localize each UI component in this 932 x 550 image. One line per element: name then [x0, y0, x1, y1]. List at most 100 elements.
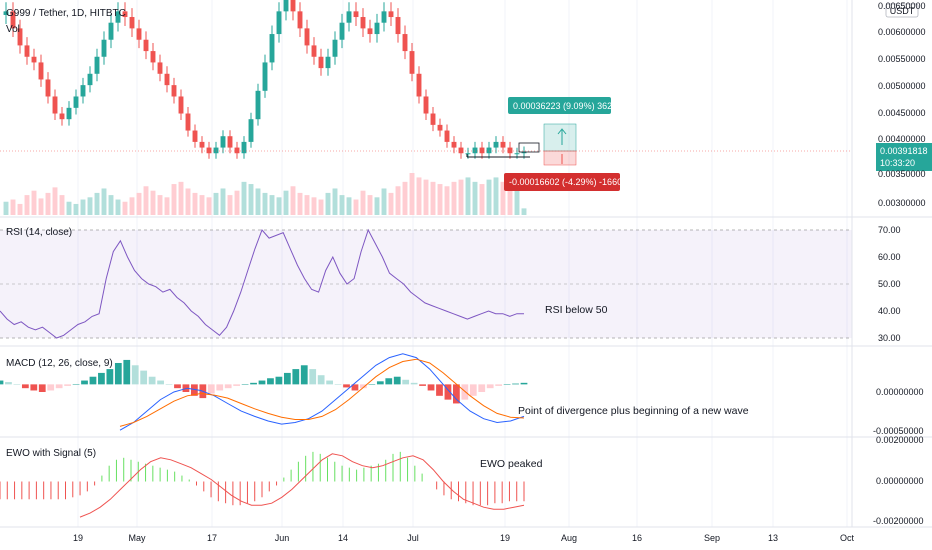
- candle[interactable]: [248, 112, 254, 148]
- candle[interactable]: [409, 42, 415, 82]
- candle[interactable]: [430, 106, 436, 132]
- candle[interactable]: [59, 106, 65, 126]
- candle[interactable]: [395, 8, 401, 43]
- macd-histogram-bar: [478, 384, 486, 392]
- candle[interactable]: [192, 124, 198, 148]
- candle[interactable]: [80, 77, 86, 104]
- candle-body: [227, 136, 233, 148]
- rsi-axis[interactable]: 70.00 60.00 50.00 40.00 30.00: [878, 225, 901, 343]
- volume-bar: [136, 192, 142, 215]
- candle[interactable]: [10, 2, 16, 38]
- candle[interactable]: [353, 2, 359, 26]
- candle[interactable]: [472, 141, 478, 159]
- candle[interactable]: [157, 54, 163, 82]
- candle[interactable]: [241, 136, 247, 159]
- ewo-axis[interactable]: 0.00200000 0.00000000 -0.00200000: [873, 435, 924, 526]
- candle[interactable]: [136, 19, 142, 49]
- candle[interactable]: [276, 2, 282, 43]
- candle[interactable]: [185, 106, 191, 137]
- candle[interactable]: [150, 42, 156, 71]
- macd-title[interactable]: MACD (12, 26, close, 9): [6, 358, 113, 369]
- candle[interactable]: [367, 19, 373, 43]
- candle[interactable]: [129, 8, 135, 38]
- candle[interactable]: [115, 2, 121, 32]
- candle[interactable]: [500, 136, 506, 154]
- candle[interactable]: [290, 0, 296, 21]
- candle[interactable]: [381, 2, 387, 32]
- candle-body: [395, 17, 401, 35]
- candle-body: [45, 79, 51, 97]
- rsi-title[interactable]: RSI (14, close): [6, 227, 72, 238]
- candle[interactable]: [486, 141, 492, 159]
- candle[interactable]: [24, 37, 30, 65]
- candle[interactable]: [423, 89, 429, 121]
- candle[interactable]: [402, 25, 408, 60]
- price-tick: 0.00450000: [878, 108, 926, 118]
- candle-layer[interactable]: [3, 0, 527, 159]
- candle[interactable]: [101, 31, 107, 65]
- candle[interactable]: [269, 25, 275, 71]
- candle[interactable]: [199, 136, 205, 154]
- candle[interactable]: [164, 66, 170, 93]
- ewo-title[interactable]: EWO with Signal (5): [6, 448, 96, 459]
- target-zone[interactable]: [543, 123, 577, 152]
- candle[interactable]: [346, 2, 352, 32]
- candle[interactable]: [171, 77, 177, 104]
- volume-bar: [164, 197, 170, 215]
- candle[interactable]: [94, 48, 100, 82]
- candle[interactable]: [283, 0, 289, 21]
- candle[interactable]: [38, 54, 44, 87]
- candle[interactable]: [66, 101, 72, 126]
- candle[interactable]: [374, 13, 380, 43]
- candle[interactable]: [108, 13, 114, 49]
- candle[interactable]: [451, 136, 457, 154]
- long-position-tool[interactable]: 0.00036223 (9.09%) 36223 -0.00016602 (-4…: [466, 97, 627, 191]
- price-axis[interactable]: 0.00650000 0.00600000 0.00550000 0.00500…: [878, 1, 926, 208]
- candle[interactable]: [73, 89, 79, 115]
- candle[interactable]: [416, 66, 422, 104]
- candle[interactable]: [52, 89, 58, 121]
- candle[interactable]: [304, 19, 310, 54]
- volume-bar: [52, 187, 58, 215]
- currency-badge[interactable]: [885, 3, 919, 18]
- candle[interactable]: [262, 54, 268, 98]
- macd-axis[interactable]: 0.00000000 -0.00050000: [873, 387, 924, 436]
- candle[interactable]: [458, 141, 464, 159]
- entry-box[interactable]: [518, 142, 540, 153]
- candle[interactable]: [45, 72, 51, 104]
- candle[interactable]: [339, 13, 345, 49]
- time-axis[interactable]: 19 May 17 Jun 14 Jul 19 Aug 16 Sep 13 Oc…: [73, 533, 855, 543]
- volume-bar: [283, 190, 289, 215]
- macd-histogram-bar: [140, 370, 148, 385]
- candle[interactable]: [143, 31, 149, 60]
- ewo-tick: 0.00000000: [876, 476, 924, 486]
- candle[interactable]: [220, 130, 226, 154]
- candle[interactable]: [332, 31, 338, 65]
- candle[interactable]: [3, 2, 9, 24]
- candle[interactable]: [325, 48, 331, 76]
- candle[interactable]: [437, 118, 443, 137]
- candle[interactable]: [206, 141, 212, 159]
- candle[interactable]: [444, 124, 450, 148]
- candle[interactable]: [227, 130, 233, 154]
- candle[interactable]: [388, 2, 394, 26]
- symbol-title[interactable]: G999 / Tether, 1D, HITBTC: [6, 8, 126, 19]
- candle[interactable]: [31, 48, 37, 71]
- candle[interactable]: [87, 66, 93, 93]
- candle[interactable]: [479, 141, 485, 159]
- candle[interactable]: [213, 141, 219, 159]
- candle[interactable]: [297, 2, 303, 38]
- candle[interactable]: [255, 83, 261, 126]
- stop-zone[interactable]: [543, 150, 577, 166]
- candle[interactable]: [311, 37, 317, 65]
- candle[interactable]: [122, 2, 128, 26]
- candle[interactable]: [507, 141, 513, 159]
- candle[interactable]: [178, 89, 184, 121]
- candle[interactable]: [493, 136, 499, 154]
- candle[interactable]: [318, 48, 324, 76]
- volume-label[interactable]: Vol: [6, 24, 20, 35]
- candle[interactable]: [234, 141, 240, 159]
- candle[interactable]: [17, 19, 23, 54]
- candle[interactable]: [360, 8, 366, 38]
